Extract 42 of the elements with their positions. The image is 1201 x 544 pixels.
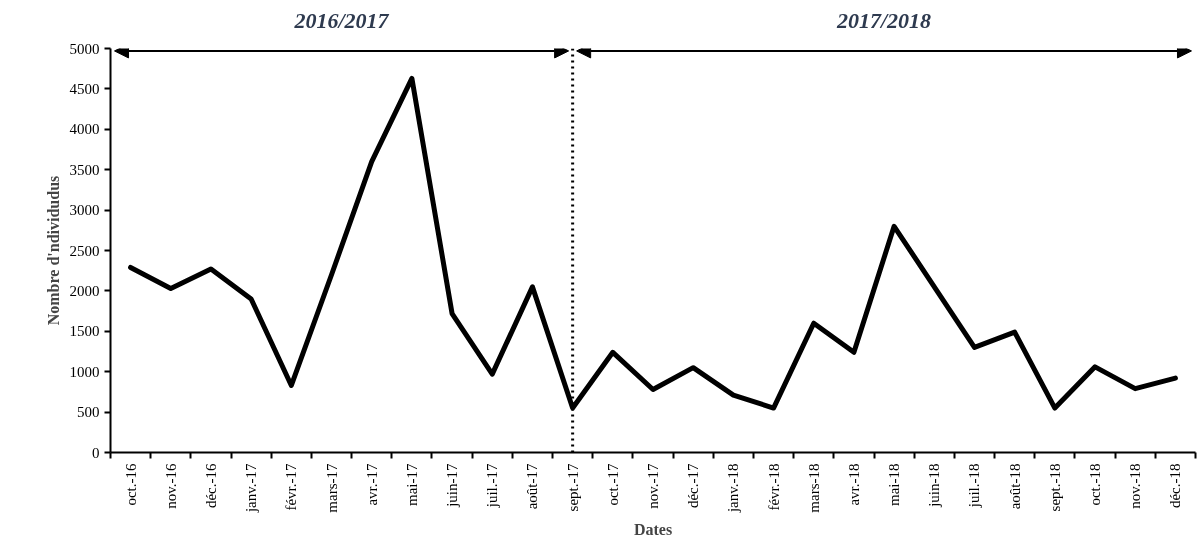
x-tick-label: févr.-18	[765, 463, 782, 511]
x-tick-label: sept.-18	[1046, 463, 1063, 512]
y-tick-label: 2000	[69, 282, 100, 299]
x-tick-label: févr.-17	[283, 463, 300, 511]
x-tick-label: oct.-18	[1087, 463, 1104, 506]
y-axis-title: Nombre d'ndividudus	[44, 175, 62, 326]
y-tick-label: 0	[92, 444, 100, 461]
x-tick-label: juil.-18	[966, 463, 983, 509]
x-tick-label: mars-17	[323, 463, 340, 513]
y-tick-label: 4500	[69, 80, 100, 97]
x-tick-label: avr.-18	[845, 463, 862, 506]
x-tick-label: déc.-18	[1167, 463, 1184, 509]
text: 2016/2017	[293, 7, 390, 33]
x-tick-label: janv.-18	[725, 463, 742, 514]
x-tick-label: juin-18	[926, 463, 943, 508]
y-tick-label: 3000	[69, 202, 100, 219]
x-tick-label: mai-17	[403, 463, 420, 506]
x-tick-label: sept.-17	[564, 463, 581, 512]
y-tick-label: 3500	[69, 161, 100, 178]
x-tick-label: déc.-17	[685, 463, 702, 509]
x-tick-label: août-17	[524, 463, 541, 510]
x-tick-label: mars-18	[805, 463, 822, 513]
x-tick-label: mai-18	[886, 463, 903, 506]
text: 2017/2018	[836, 7, 932, 33]
x-tick-label: juil.-17	[484, 463, 501, 509]
x-tick-label: déc.-16	[202, 463, 219, 509]
y-tick-label: 5000	[69, 40, 100, 57]
y-tick-label: 1500	[69, 323, 100, 340]
x-tick-label: oct.-16	[122, 463, 139, 506]
x-tick-label: juin-17	[444, 463, 461, 508]
x-tick-label: oct.-17	[604, 463, 621, 506]
x-tick-label: nov.-16	[162, 463, 179, 509]
x-tick-label: nov.-18	[1127, 463, 1144, 509]
x-axis-title: Dates	[633, 520, 673, 538]
x-tick-label: janv.-17	[243, 463, 260, 514]
y-tick-label: 500	[77, 404, 100, 421]
x-tick-label: avr.-17	[363, 463, 380, 506]
y-tick-label: 2500	[69, 242, 100, 259]
y-tick-label: 4000	[69, 121, 100, 138]
x-tick-label: août-18	[1006, 463, 1023, 510]
x-tick-label: nov.-17	[645, 463, 661, 509]
y-tick-label: 1000	[69, 363, 100, 380]
